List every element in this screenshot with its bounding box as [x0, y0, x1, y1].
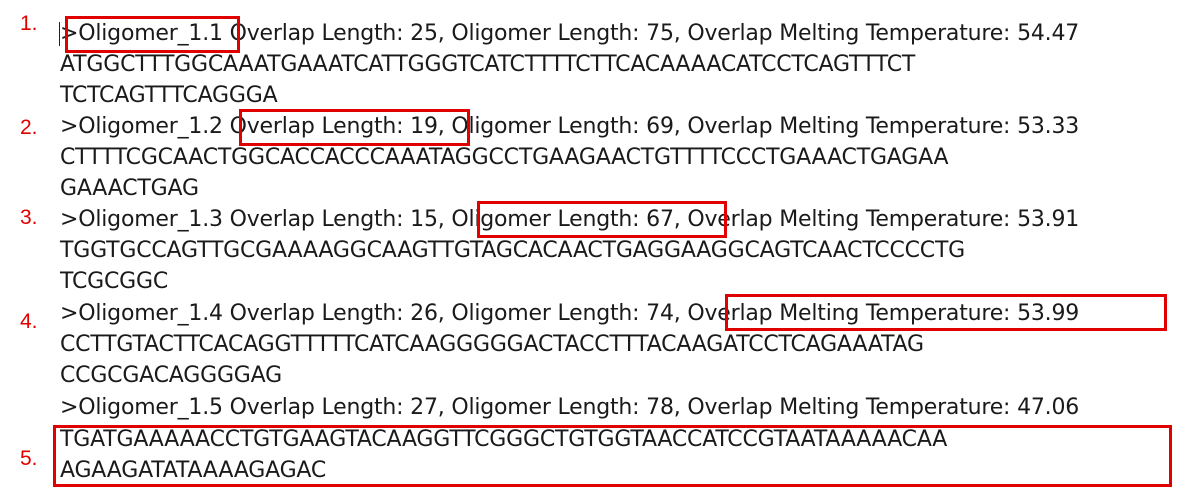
oligomer-1-3-header: >Oligomer_1.3 Overlap Length: 15, Oligom…: [60, 207, 1080, 232]
annotation-marker-3: 3.: [20, 206, 38, 229]
highlight-box-melting-temperature: [725, 294, 1167, 331]
highlight-box-oligomer-length: [477, 201, 727, 238]
oligomer-1-3-sequence-line-2: TCGCGGC: [60, 269, 168, 294]
annotation-marker-4: 4.: [20, 310, 38, 333]
oligomer-1-4-header: >Oligomer_1.4 Overlap Length: 26, Oligom…: [60, 301, 1080, 326]
highlight-box-oligomer-name: [65, 16, 240, 53]
highlight-box-sequence: [53, 425, 1172, 487]
oligomer-1-2-sequence-line-2: GAAACTGAG: [60, 176, 199, 201]
annotation-marker-2: 2.: [20, 116, 38, 139]
oligomer-1-2-sequence-line-1: CTTTTCGCAACTGGCACCACCCAAATAGGCCTGAAGAACT…: [60, 145, 949, 170]
oligomer-1-5-sequence-line-2: AGAAGATATAAAAGAGAC: [60, 458, 327, 483]
annotation-marker-1: 1.: [20, 12, 38, 35]
oligomer-1-4-sequence-line-1: CCTTGTACTTCACAGGTTTTTCATCAAGGGGGACTACCTT…: [60, 332, 924, 357]
oligomer-1-2-header: >Oligomer_1.2 Overlap Length: 19, Oligom…: [60, 114, 1080, 139]
oligomer-1-5-header: >Oligomer_1.5 Overlap Length: 27, Oligom…: [60, 395, 1080, 420]
annotation-marker-5: 5.: [20, 447, 38, 470]
oligomer-1-1-header: >Oligomer_1.1 Overlap Length: 25, Oligom…: [60, 21, 1080, 46]
oligomer-1-3-sequence-line-1: TGGTGCCAGTTGCGAAAAGGCAAGTTGTAGCACAACTGAG…: [60, 238, 966, 263]
oligomer-1-1-sequence-line-2: TCTCAGTTTCAGGGA: [60, 83, 278, 108]
oligomer-1-5-sequence-line-1: TGATGAAAAACCTGTGAAGTACAAGGTTCGGGCTGTGGTA…: [60, 427, 948, 452]
text-cursor: [59, 22, 60, 46]
oligomer-1-1-sequence-line-1: ATGGCTTTGGCAAATGAAATCATTGGGTCATCTTTTCTTC…: [60, 52, 916, 77]
oligomer-1-4-sequence-line-2: CCGCGACAGGGGAG: [60, 363, 282, 388]
highlight-box-overlap-length: [239, 109, 470, 146]
